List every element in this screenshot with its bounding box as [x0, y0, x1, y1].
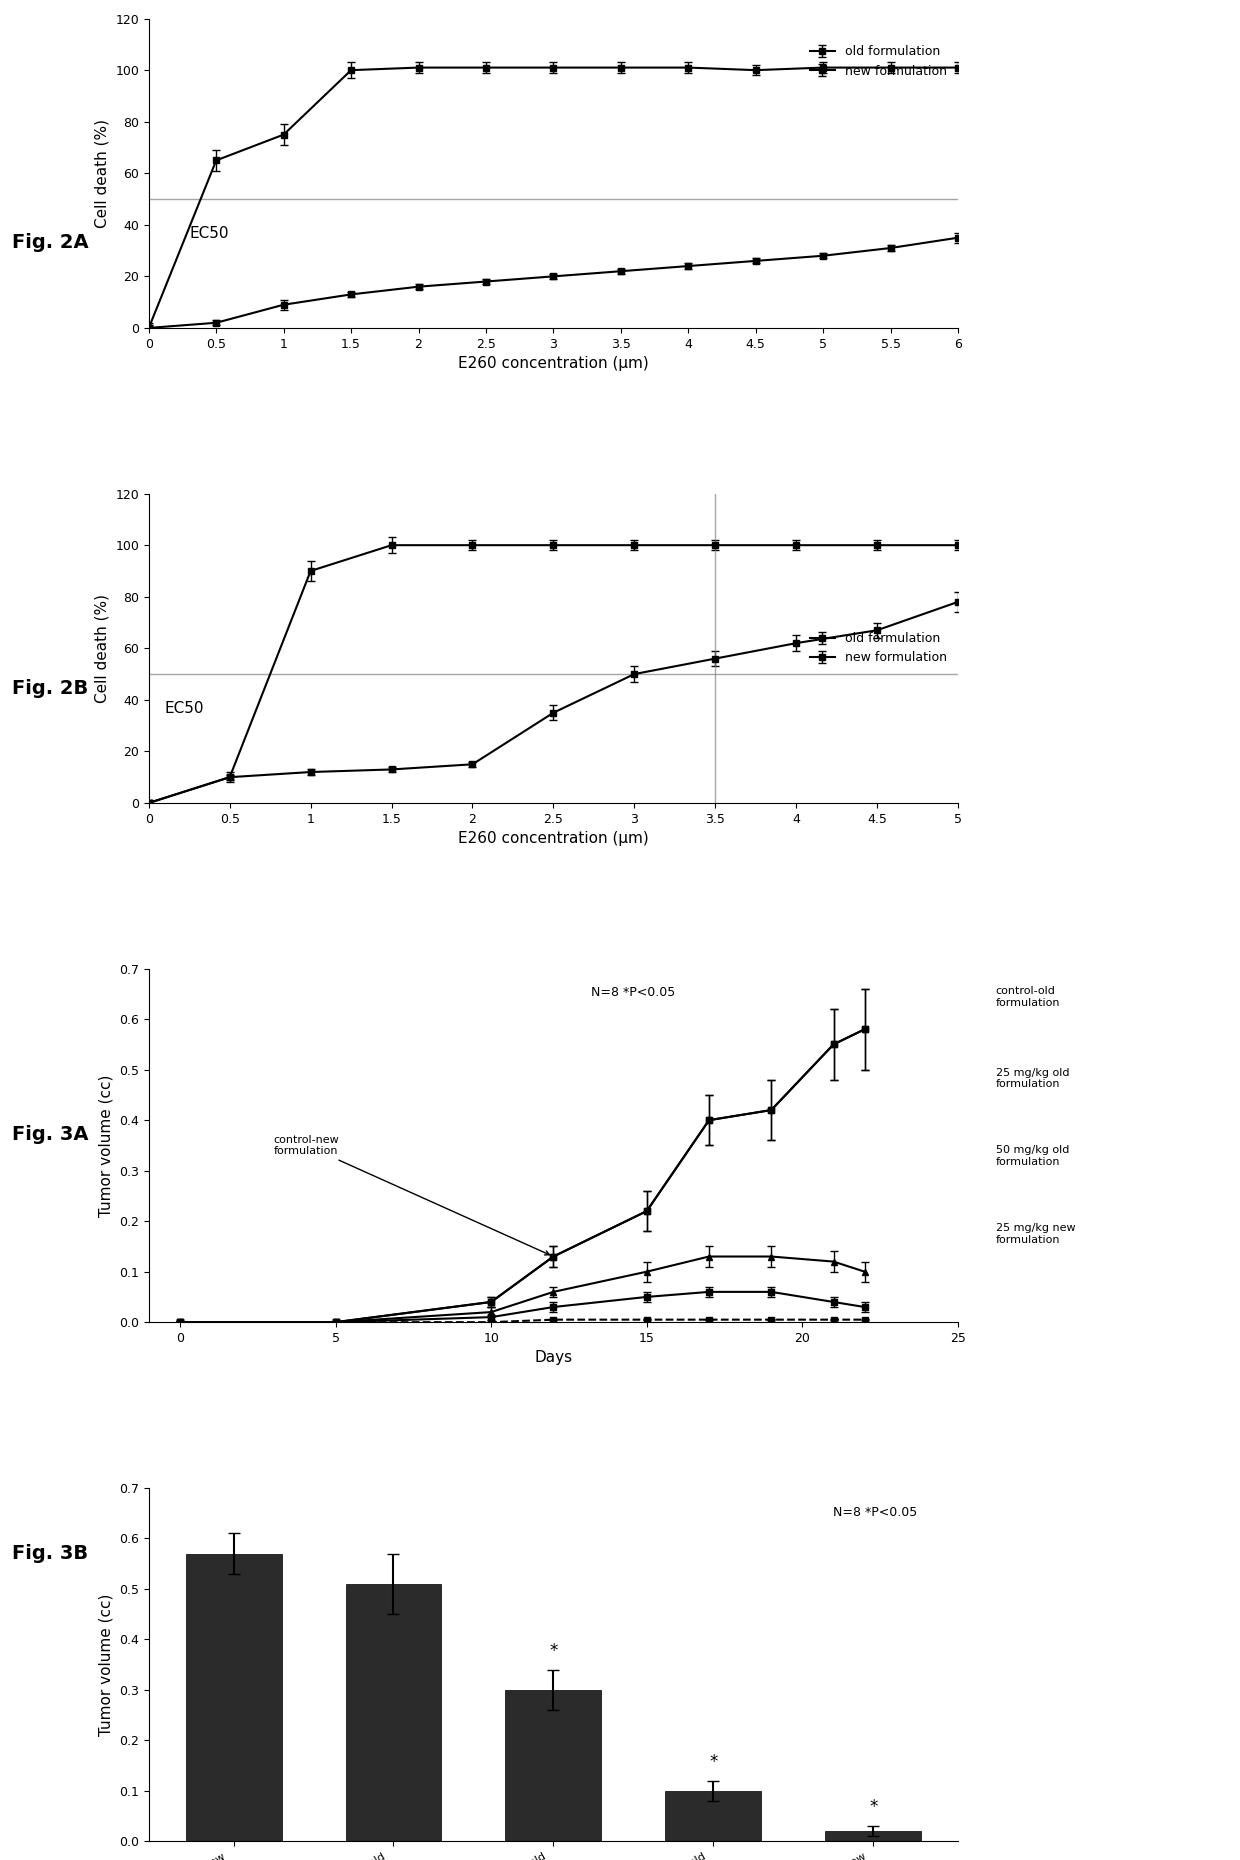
X-axis label: E260 concentration (μm): E260 concentration (μm): [458, 357, 649, 372]
Text: EC50: EC50: [190, 225, 228, 240]
Text: Fig. 2A: Fig. 2A: [12, 232, 89, 251]
Legend: old formulation, new formulation: old formulation, new formulation: [805, 41, 952, 82]
Text: N=8 *P<0.05: N=8 *P<0.05: [833, 1505, 918, 1518]
Text: Fig. 3B: Fig. 3B: [12, 1544, 88, 1562]
Text: 50 mg/kg old
formulation: 50 mg/kg old formulation: [996, 1146, 1069, 1166]
Bar: [506, 1691, 601, 1841]
Text: *: *: [709, 1752, 718, 1771]
Bar: [666, 1791, 761, 1841]
Legend: old formulation, new formulation: old formulation, new formulation: [805, 627, 952, 670]
Text: 25 mg/kg old
formulation: 25 mg/kg old formulation: [996, 1068, 1069, 1090]
Text: Fig. 3A: Fig. 3A: [12, 1125, 89, 1144]
Bar: [186, 1553, 281, 1841]
Y-axis label: Cell death (%): Cell death (%): [94, 119, 109, 227]
Y-axis label: Tumor volume (cc): Tumor volume (cc): [98, 1594, 114, 1735]
Bar: [826, 1832, 921, 1841]
X-axis label: Days: Days: [534, 1350, 573, 1365]
Text: EC50: EC50: [165, 701, 205, 716]
Y-axis label: Tumor volume (cc): Tumor volume (cc): [98, 1075, 114, 1216]
Text: *: *: [549, 1642, 558, 1659]
Text: 25 mg/kg new
formulation: 25 mg/kg new formulation: [996, 1224, 1075, 1244]
Y-axis label: Cell death (%): Cell death (%): [94, 593, 109, 703]
Text: control-new
formulation: control-new formulation: [273, 1135, 549, 1256]
Text: control-old
formulation: control-old formulation: [996, 986, 1060, 1008]
Text: *: *: [869, 1799, 878, 1815]
Bar: [346, 1585, 441, 1841]
X-axis label: E260 concentration (μm): E260 concentration (μm): [458, 831, 649, 846]
Text: Fig. 2B: Fig. 2B: [12, 679, 88, 698]
Text: N=8 *P<0.05: N=8 *P<0.05: [590, 986, 675, 999]
